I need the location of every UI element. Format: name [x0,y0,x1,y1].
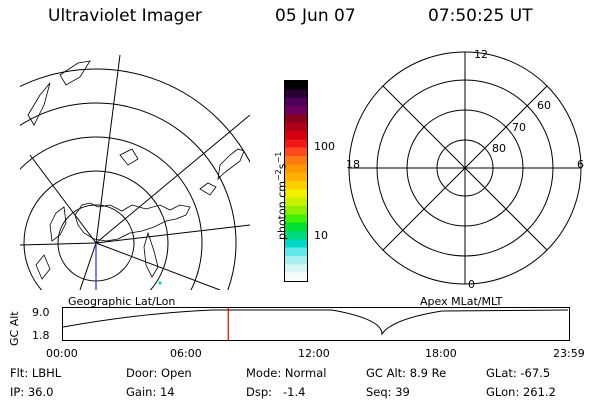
timeline-ymin: 1.8 [32,329,50,342]
status-ip: IP: 36.0 [10,385,54,399]
time-label: 07:50:25 UT [428,6,533,26]
status-door: Door: Open [126,366,192,380]
mlt-label-18: 18 [346,158,360,171]
mlt-label-0: 0 [468,278,475,291]
timeline-ymax: 9.0 [32,306,50,319]
unit-text-s: s [275,163,289,170]
altitude-timeline [62,307,570,341]
status-seq: Seq: 39 [366,385,410,399]
status-glon: GLon: 261.2 [486,385,556,399]
geographic-caption: Geographic Lat/Lon [68,295,176,308]
status-gain: Gain: 14 [126,385,175,399]
magnetic-polar-plot [348,51,582,285]
apex-caption: Apex MLat/MLT [420,295,503,308]
date-label: 05 Jun 07 [275,6,356,26]
colorbar-tick-10: 10 [314,229,328,242]
timeline-tick-0000: 00:00 [46,347,78,360]
lat-label-70: 70 [512,121,526,134]
timeline-axis-label: GC Alt [8,311,21,346]
timeline-tick-0600: 06:00 [170,347,202,360]
status-filter: Flt: LBHL [10,366,62,380]
lat-label-80: 80 [492,142,506,155]
colorbar-tick-100: 100 [314,140,335,153]
instrument-title: Ultraviolet Imager [48,6,202,26]
geographic-map [20,55,250,290]
status-mode: Mode: Normal [246,366,327,380]
lat-label-60: 60 [537,99,551,112]
mlt-label-6: 6 [577,158,584,171]
status-gc-alt: GC Alt: 8.9 Re [366,366,447,380]
timeline-tick-2359: 23:59 [553,347,585,360]
mlt-label-12: 12 [474,48,488,61]
unit-text: photon cm [275,181,289,240]
colorbar-unit-label: photon cm−2s−1 [274,152,289,240]
intensity-colorbar [284,80,308,282]
unit-sup-1: −2 [274,169,283,182]
timeline-tick-1800: 18:00 [425,347,457,360]
status-dsp: Dsp: -1.4 [246,385,306,399]
status-glat: GLat: -67.5 [486,366,551,380]
unit-sup-2: −1 [274,151,283,164]
timeline-tick-1200: 12:00 [298,347,330,360]
